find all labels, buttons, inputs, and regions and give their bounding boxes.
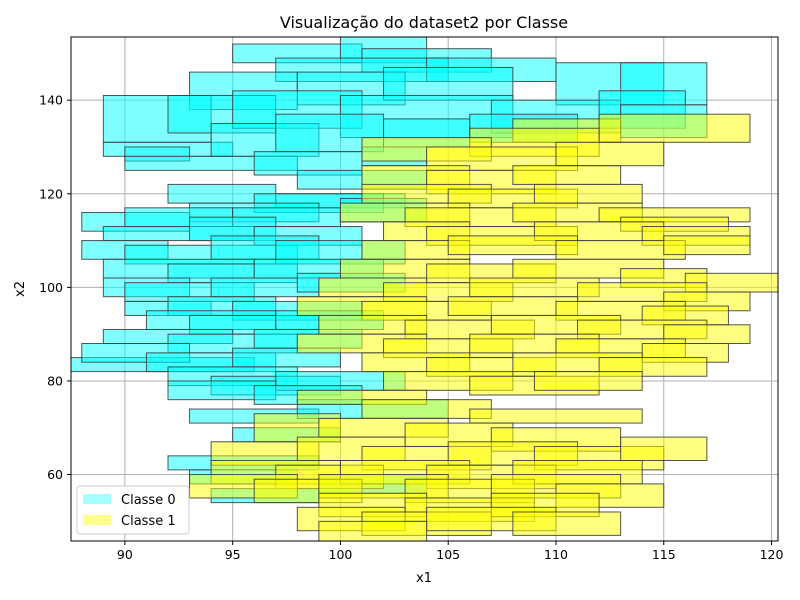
- legend-swatch-classe-0: [83, 494, 111, 504]
- rect-classe-0-9: [383, 66, 514, 101]
- chart-title: Visualização do dataset2 por Classe: [280, 13, 568, 32]
- x-tick-label: 120: [760, 547, 784, 562]
- rect-classe-1-8: [512, 165, 622, 185]
- y-tick-label: 140: [39, 93, 63, 108]
- y-tick-label: 80: [47, 373, 63, 388]
- rect-classe-1-5: [555, 141, 665, 167]
- rect-classe-1-24: [663, 235, 751, 256]
- x-tick-label: 110: [544, 547, 568, 562]
- y-axis-label: x2: [13, 281, 28, 297]
- legend-label-classe-0: Classe 0: [121, 493, 176, 508]
- data-rectangles: [71, 37, 778, 541]
- rect-classe-1-11: [533, 183, 643, 204]
- rect-classe-1-88: [318, 520, 428, 541]
- rect-classe-1-56: [533, 371, 643, 391]
- plot-frame: [70, 36, 779, 542]
- x-axis-label: x1: [416, 571, 432, 586]
- x-tick-label: 105: [436, 547, 460, 562]
- legend: Classe 0 Classe 1: [76, 485, 190, 535]
- x-tick-label: 90: [117, 547, 133, 562]
- x-tick-label: 100: [329, 547, 353, 562]
- y-tick-label: 100: [39, 280, 63, 295]
- rect-classe-1-59: [469, 408, 643, 424]
- rect-classe-1-69: [620, 436, 708, 462]
- legend-box: [76, 485, 190, 535]
- rect-classe-1-87: [512, 511, 622, 536]
- y-axis-ticks: 60 80 100 120 140: [39, 93, 71, 482]
- x-axis-ticks: 90 95 100 105 110 115 120: [117, 541, 784, 562]
- y-tick-label: 120: [39, 186, 63, 201]
- legend-swatch-classe-1: [83, 515, 111, 525]
- x-tick-label: 115: [652, 547, 676, 562]
- rect-classe-1-1: [598, 113, 751, 143]
- y-tick-label: 60: [47, 467, 63, 482]
- x-tick-label: 95: [225, 547, 241, 562]
- legend-label-classe-1: Classe 1: [121, 514, 176, 529]
